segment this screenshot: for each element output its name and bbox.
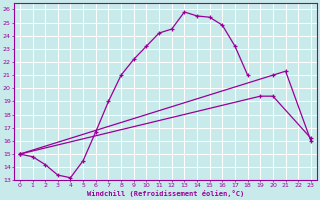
X-axis label: Windchill (Refroidissement éolien,°C): Windchill (Refroidissement éolien,°C) [87, 190, 244, 197]
